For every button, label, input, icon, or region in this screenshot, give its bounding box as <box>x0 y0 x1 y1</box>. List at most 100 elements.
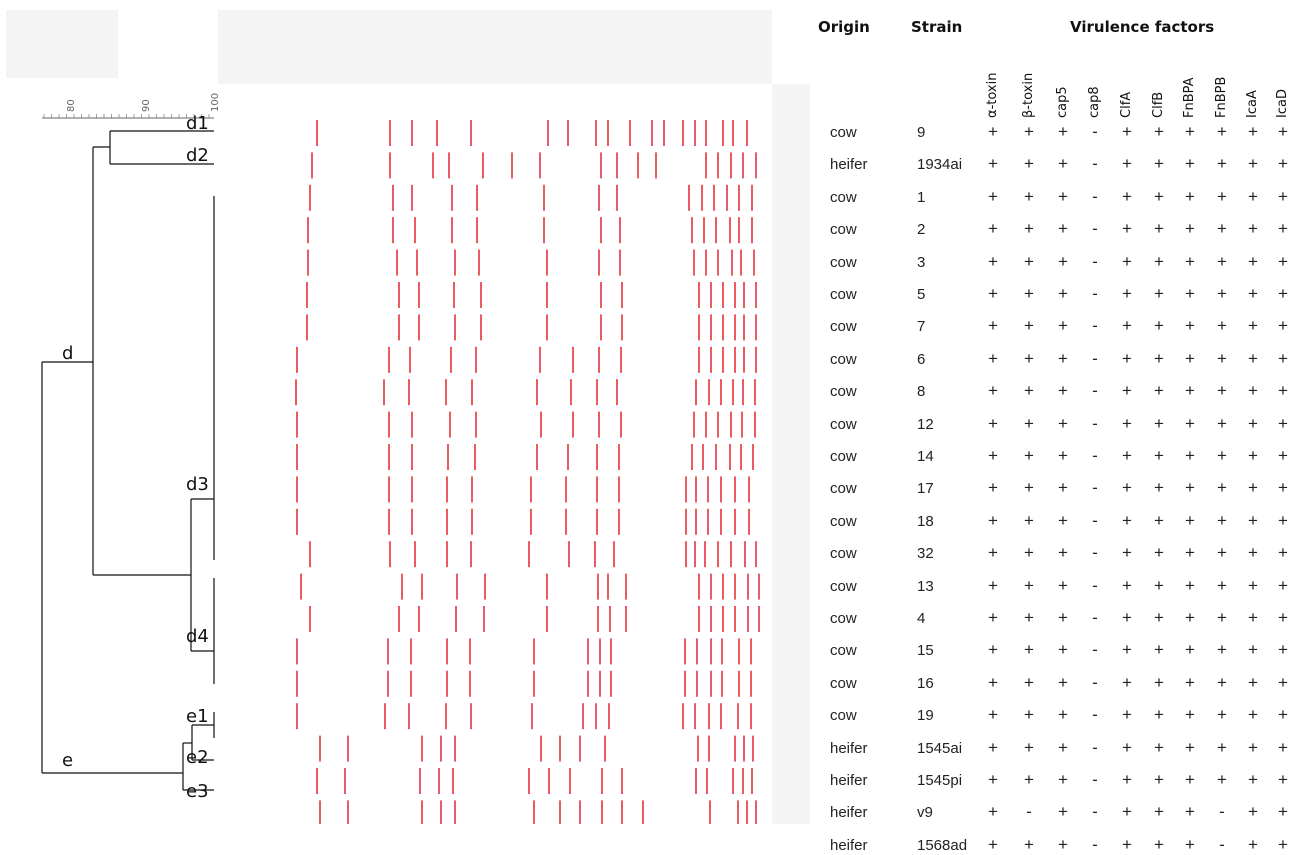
virulence-mark: + <box>1185 608 1195 627</box>
strain-header: Strain <box>911 18 963 36</box>
virulence-mark: + <box>1185 413 1195 433</box>
virulence-mark: + <box>1058 705 1068 725</box>
virulence-mark: + <box>1122 608 1132 627</box>
virulence-mark: + <box>1122 705 1132 725</box>
virulence-mark: - <box>1092 543 1098 563</box>
virulence-mark: + <box>1185 154 1195 174</box>
similarity-scale: 80 90 100 <box>42 93 221 119</box>
strain-cell: 1545pi <box>917 772 963 789</box>
virulence-mark: - <box>1092 478 1098 498</box>
virulence-mark: + <box>1122 446 1132 465</box>
virulence-mark: + <box>1217 122 1227 141</box>
virulence-mark: + <box>1248 737 1258 757</box>
strain-cell: v9 <box>917 804 933 822</box>
virulence-mark: + <box>1122 348 1132 368</box>
virulence-mark: + <box>988 608 998 627</box>
virulence-mark: + <box>1248 802 1258 822</box>
strain-cell: 2 <box>917 221 926 239</box>
virulence-mark: + <box>1185 348 1195 368</box>
virulence-mark: + <box>1154 834 1164 854</box>
origin-cell: cow <box>830 124 857 141</box>
virulence-mark: + <box>1122 478 1132 498</box>
virulence-mark: + <box>1024 154 1034 174</box>
virulence-mark: + <box>1058 316 1068 336</box>
virulence-mark: + <box>1248 510 1258 530</box>
virulence-mark: + <box>988 672 998 692</box>
virulence-mark: + <box>1058 348 1068 368</box>
virulence-mark: + <box>1058 770 1068 789</box>
virulence-mark: + <box>1058 510 1068 530</box>
virulence-mark: + <box>1185 381 1195 401</box>
virulence-mark: + <box>988 154 998 174</box>
virulence-mark: + <box>1278 834 1288 854</box>
virulence-mark: + <box>1248 640 1258 660</box>
virulence-mark: + <box>1217 381 1227 401</box>
virulence-mark: + <box>1024 543 1034 563</box>
virulence-mark: + <box>1278 640 1288 660</box>
cluster-label-d1: d1 <box>186 113 209 134</box>
factor-header: ClfB <box>1151 91 1166 118</box>
origin-cell: cow <box>830 707 857 725</box>
virulence-mark: + <box>1217 478 1227 498</box>
virulence-mark: + <box>1122 186 1132 206</box>
virulence-mark: + <box>1024 381 1034 401</box>
virulence-mark: - <box>1092 705 1098 725</box>
virulence-mark: + <box>1278 802 1288 822</box>
virulence-mark: + <box>1122 672 1132 692</box>
virulence-mark: + <box>1058 284 1068 303</box>
virulence-mark: + <box>1154 284 1164 303</box>
virulence-mark: + <box>1185 737 1195 757</box>
virulence-mark: - <box>1092 316 1098 336</box>
virulence-mark: + <box>1058 219 1068 239</box>
virulence-mark: + <box>1278 284 1288 303</box>
virulence-mark: + <box>1058 802 1068 822</box>
virulence-mark: + <box>1024 478 1034 498</box>
virulence-mark: + <box>1122 575 1132 595</box>
origin-cell: cow <box>830 286 857 303</box>
virulence-mark: + <box>1278 672 1288 692</box>
blank-panel-top <box>218 10 772 84</box>
strain-cell: 1934ai <box>917 156 963 174</box>
origin-cell: cow <box>830 318 857 336</box>
virulence-mark: - <box>1092 575 1098 595</box>
dendrogram-figure: 80 90 100 d1 d2 d d3 d4 <box>41 93 760 824</box>
strain-cell: 17 <box>917 480 934 498</box>
virulence-mark: + <box>1024 770 1034 789</box>
origin-cell: cow <box>830 642 857 660</box>
dendrogram-tree <box>41 130 215 791</box>
virulence-mark: + <box>1278 510 1288 530</box>
blank-panel-right <box>772 84 810 824</box>
virulence-mark: + <box>1154 122 1164 141</box>
virulence-mark: + <box>1185 122 1195 141</box>
virulence-mark: + <box>1058 413 1068 433</box>
virulence-mark: + <box>1024 446 1034 465</box>
virulence-mark: + <box>1024 122 1034 141</box>
virulence-mark: - <box>1092 251 1098 271</box>
blank-panel-left <box>6 10 118 78</box>
virulence-mark: + <box>988 802 998 822</box>
virulence-mark: + <box>1248 186 1258 206</box>
virulence-mark: - <box>1092 348 1098 368</box>
virulence-mark: - <box>1092 672 1098 692</box>
virulence-header: Virulence factors <box>1070 18 1215 36</box>
virulence-mark: + <box>1058 672 1068 692</box>
virulence-mark: + <box>1122 510 1132 530</box>
virulence-mark: + <box>1217 672 1227 692</box>
origin-cell: cow <box>830 350 857 368</box>
virulence-mark: + <box>1248 543 1258 563</box>
virulence-mark: - <box>1092 122 1098 141</box>
virulence-mark: + <box>1185 219 1195 239</box>
virulence-mark: + <box>1154 608 1164 627</box>
virulence-mark: - <box>1092 284 1098 303</box>
virulence-mark: + <box>1278 122 1288 141</box>
virulence-mark: + <box>1154 381 1164 401</box>
origin-cell: cow <box>830 577 857 595</box>
virulence-mark: + <box>1024 705 1034 725</box>
virulence-mark: + <box>1217 510 1227 530</box>
origin-cell: heifer <box>830 156 868 174</box>
virulence-mark: + <box>1058 154 1068 174</box>
virulence-mark: + <box>1024 510 1034 530</box>
scale-label-100: 100 <box>210 93 221 112</box>
virulence-mark: - <box>1092 413 1098 433</box>
virulence-mark: + <box>1154 737 1164 757</box>
